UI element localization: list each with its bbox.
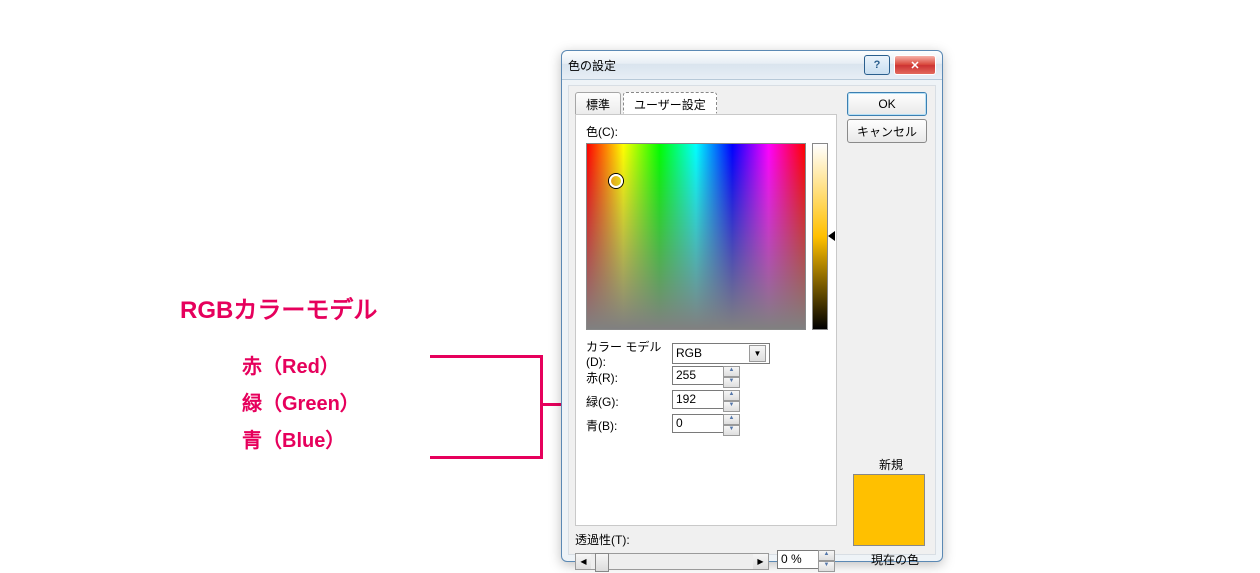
slider-left-icon[interactable]: ◀: [575, 553, 592, 570]
slider-right-icon[interactable]: ▶: [752, 553, 769, 570]
green-spin-buttons[interactable]: ▲ ▼: [723, 390, 740, 412]
red-spin-buttons[interactable]: ▲ ▼: [723, 366, 740, 388]
annotation-bracket: [430, 355, 543, 459]
tab-strip: 標準 ユーザー設定: [575, 92, 719, 114]
spin-up-icon[interactable]: ▲: [723, 414, 740, 425]
blue-input[interactable]: 0: [672, 414, 724, 433]
spin-down-icon[interactable]: ▼: [723, 425, 740, 436]
model-value: RGB: [676, 346, 702, 360]
annotation-title: RGBカラーモデル: [180, 290, 377, 325]
model-select[interactable]: RGB ▼: [672, 343, 770, 364]
close-button[interactable]: ✕: [894, 55, 936, 75]
transparency-group: 透過性(T): ◀ ▶ 0 % ▲ ▼: [575, 531, 835, 572]
chevron-down-icon: ▼: [749, 345, 766, 362]
blue-label: 青(B):: [586, 417, 672, 434]
current-swatch-label: 現在の色: [871, 551, 919, 568]
window-title: 色の設定: [568, 57, 616, 74]
help-button[interactable]: ?: [864, 55, 890, 75]
color-field[interactable]: [586, 143, 806, 330]
close-icon: ✕: [910, 59, 919, 72]
custom-panel: 色(C): カラー モデル(D): RGB ▼ 赤(R): 255: [575, 114, 837, 526]
new-swatch-label: 新規: [879, 456, 903, 473]
annotation-green: 緑（Green）: [242, 387, 360, 416]
blue-spinner[interactable]: 0 ▲ ▼: [672, 414, 740, 436]
red-label: 赤(R):: [586, 369, 672, 386]
tab-custom[interactable]: ユーザー設定: [623, 92, 717, 114]
luminance-bar[interactable]: [812, 143, 828, 330]
green-label: 緑(G):: [586, 393, 672, 410]
transparency-spinner[interactable]: 0 % ▲ ▼: [777, 550, 835, 572]
red-spinner[interactable]: 255 ▲ ▼: [672, 366, 740, 388]
title-bar[interactable]: 色の設定 ? ✕: [562, 51, 942, 80]
blue-spin-buttons[interactable]: ▲ ▼: [723, 414, 740, 436]
red-input[interactable]: 255: [672, 366, 724, 385]
spin-up-icon[interactable]: ▲: [818, 550, 835, 561]
luminance-pointer-icon[interactable]: [828, 231, 835, 241]
annotation-blue: 青（Blue）: [242, 424, 345, 453]
color-field-cursor[interactable]: [609, 174, 623, 188]
dialog-body: 標準 ユーザー設定 OK キャンセル 色(C): カラー モデル(D): RGB…: [568, 85, 936, 555]
slider-thumb[interactable]: [595, 553, 609, 572]
spin-up-icon[interactable]: ▲: [723, 390, 740, 401]
spin-down-icon[interactable]: ▼: [723, 377, 740, 388]
green-input[interactable]: 192: [672, 390, 724, 409]
transparency-spin-buttons[interactable]: ▲ ▼: [818, 550, 835, 572]
new-swatch: [853, 474, 925, 546]
annotation-red: 赤（Red）: [242, 350, 340, 379]
spin-down-icon[interactable]: ▼: [818, 561, 835, 572]
green-spinner[interactable]: 192 ▲ ▼: [672, 390, 740, 412]
transparency-slider[interactable]: [591, 553, 753, 570]
model-label: カラー モデル(D):: [586, 338, 672, 369]
transparency-input[interactable]: 0 %: [777, 550, 819, 569]
spin-down-icon[interactable]: ▼: [723, 401, 740, 412]
color-dialog: 色の設定 ? ✕ 標準 ユーザー設定 OK キャンセル 色(C):: [561, 50, 943, 562]
color-label: 色(C):: [586, 123, 618, 140]
cancel-button[interactable]: キャンセル: [847, 119, 927, 143]
transparency-label: 透過性(T):: [575, 531, 835, 548]
spin-up-icon[interactable]: ▲: [723, 366, 740, 377]
tab-standard[interactable]: 標準: [575, 92, 621, 114]
ok-button[interactable]: OK: [847, 92, 927, 116]
